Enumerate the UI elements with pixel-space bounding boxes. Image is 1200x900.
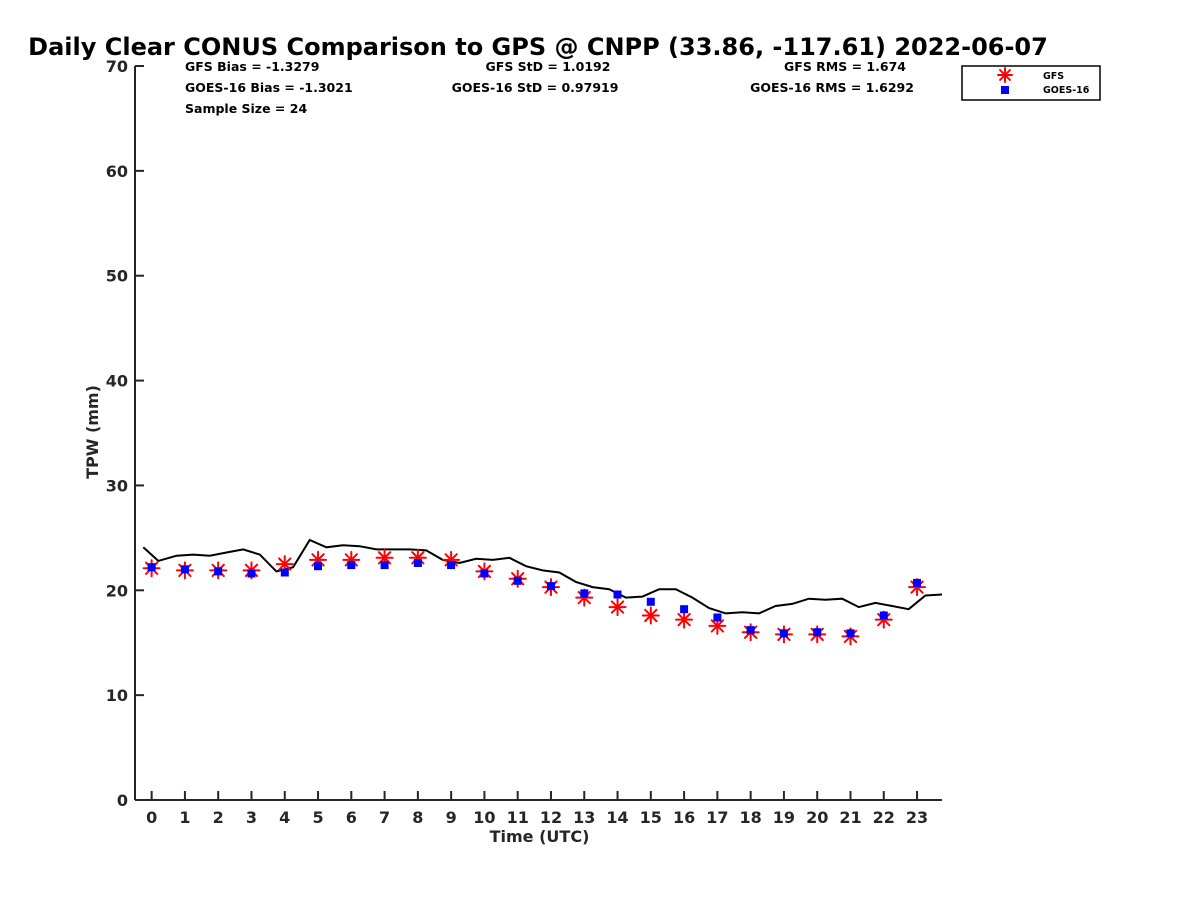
x-tick-label: 22	[873, 808, 895, 827]
x-tick-label: 15	[640, 808, 662, 827]
goes-point	[380, 561, 389, 570]
x-tick-label: 10	[473, 808, 495, 827]
x-tick-label: 19	[773, 808, 795, 827]
x-tick-label: 0	[146, 808, 157, 827]
x-tick-label: 23	[906, 808, 928, 827]
y-tick-label: 10	[106, 686, 128, 705]
goes-point	[846, 629, 855, 638]
goes-point	[147, 563, 156, 572]
stat-goes-bias: GOES-16 Bias = -1.3021	[185, 80, 353, 95]
goes-point	[480, 569, 489, 578]
y-tick-label: 30	[106, 476, 128, 495]
goes-point	[646, 597, 655, 606]
plot-area	[142, 538, 943, 646]
x-tick-label: 2	[213, 808, 224, 827]
stat-goes-rms: GOES-16 RMS = 1.6292	[750, 80, 914, 95]
stat-sample-size: Sample Size = 24	[185, 101, 307, 116]
y-tick-label: 0	[117, 791, 128, 810]
x-tick-label: 12	[540, 808, 562, 827]
x-tick-label: 7	[379, 808, 390, 827]
legend-gfs-label: GFS	[1043, 71, 1064, 82]
gfs-point	[608, 598, 627, 617]
x-tick-label: 17	[706, 808, 728, 827]
goes-point	[413, 559, 422, 567]
goes-point	[247, 569, 256, 578]
goes-point	[680, 605, 689, 614]
x-tick-label: 1	[179, 808, 190, 827]
legend: GFS GOES-16	[961, 65, 1101, 101]
y-tick-label: 60	[106, 162, 128, 181]
y-axis-label: TPW (mm)	[83, 385, 102, 479]
stat-gfs-rms: GFS RMS = 1.674	[784, 59, 906, 74]
y-tick-label: 70	[106, 57, 128, 76]
x-tick-label: 9	[446, 808, 457, 827]
goes-point	[214, 567, 223, 576]
goes-point	[180, 565, 189, 574]
x-tick-label: 14	[606, 808, 628, 827]
legend-goes-marker	[1001, 86, 1009, 94]
goes-point	[613, 590, 622, 599]
stat-gfs-std: GFS StD = 1.0192	[486, 59, 611, 74]
goes-point	[879, 611, 888, 620]
goes-point	[746, 626, 755, 635]
goes-point	[513, 576, 522, 585]
goes-point	[779, 629, 788, 638]
goes-point	[913, 578, 921, 587]
series-line	[142, 538, 943, 615]
goes-point	[547, 582, 555, 591]
goes-point	[813, 628, 822, 637]
x-tick-label: 13	[573, 808, 595, 827]
x-tick-label: 18	[740, 808, 762, 827]
x-axis-label: Time (UTC)	[490, 827, 590, 846]
x-tick-label: 5	[312, 808, 323, 827]
legend-box	[961, 65, 1101, 101]
chart-title: Daily Clear CONUS Comparison to GPS @ CN…	[28, 33, 1048, 61]
x-tick-label: 6	[346, 808, 357, 827]
stats-block: GFS Bias = -1.3279 GOES-16 Bias = -1.302…	[185, 59, 914, 116]
goes-point	[280, 568, 289, 577]
y-tick-label: 20	[106, 581, 128, 600]
y-tick-label: 50	[106, 267, 128, 286]
x-tick-label: 3	[246, 808, 257, 827]
stat-goes-std: GOES-16 StD = 0.97919	[452, 80, 619, 95]
x-tick-label: 11	[507, 808, 529, 827]
legend-gfs-marker	[997, 67, 1013, 83]
gfs-point	[675, 610, 694, 629]
y-tick-label: 40	[106, 372, 128, 391]
goes-point	[713, 613, 722, 622]
x-tick-label: 4	[279, 808, 290, 827]
x-tick-label: 8	[412, 808, 423, 827]
goes-point	[580, 589, 589, 598]
legend-goes-label: GOES-16	[1043, 85, 1090, 96]
goes-point	[347, 561, 356, 570]
x-tick-label: 21	[839, 808, 861, 827]
gfs-point	[641, 606, 660, 625]
x-tick-label: 20	[806, 808, 828, 827]
goes-point	[447, 561, 456, 570]
x-tick-label: 16	[673, 808, 695, 827]
stat-gfs-bias: GFS Bias = -1.3279	[185, 59, 319, 74]
goes-point	[314, 562, 322, 571]
legend-gfs-asterisk	[997, 67, 1013, 83]
